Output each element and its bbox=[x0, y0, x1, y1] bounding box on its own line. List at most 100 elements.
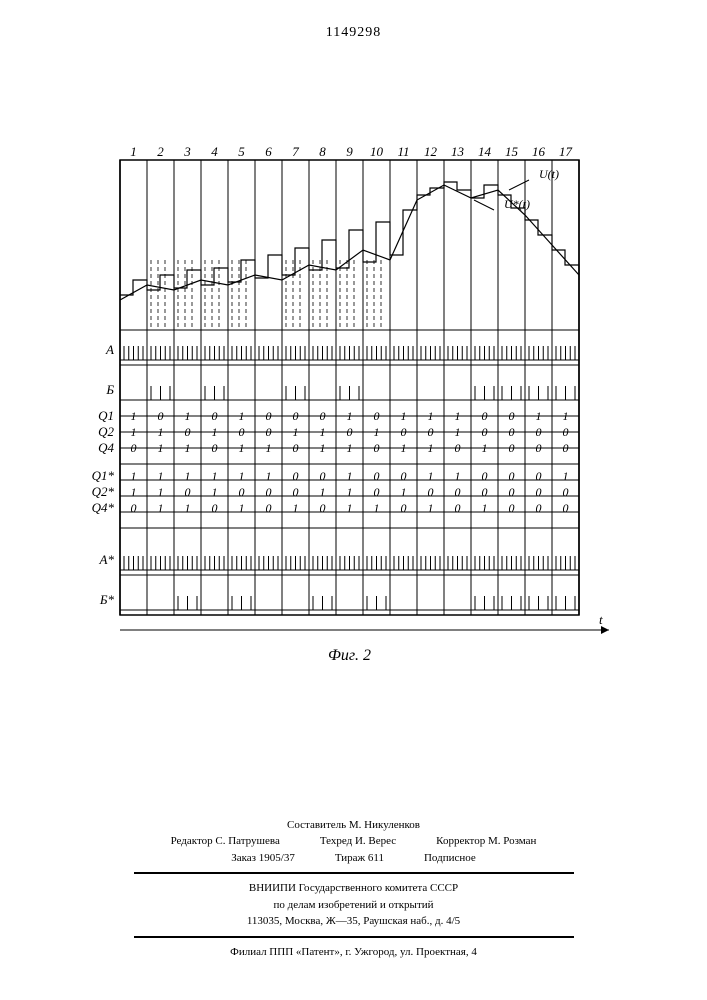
bit-cell: 1 bbox=[293, 425, 299, 439]
bit-cell: 0 bbox=[293, 485, 299, 499]
bit-cell: 1 bbox=[239, 469, 245, 483]
figure-caption: Фиг. 2 bbox=[328, 647, 371, 664]
bit-cell: 0 bbox=[239, 485, 245, 499]
bit-cell: 0 bbox=[131, 501, 137, 515]
footer-org2: по делам изобретений и открытий bbox=[0, 897, 707, 914]
bit-cell: 1 bbox=[428, 469, 434, 483]
footer: Составитель М. Никуленков Редактор С. Па… bbox=[0, 817, 707, 961]
bit-cell: 0 bbox=[536, 501, 542, 515]
bit-cell: 1 bbox=[401, 409, 407, 423]
bit-cell: 0 bbox=[158, 409, 164, 423]
col-label: 9 bbox=[346, 144, 353, 159]
bit-cell: 1 bbox=[158, 485, 164, 499]
bit-cell: 1 bbox=[374, 425, 380, 439]
col-label: 6 bbox=[265, 144, 272, 159]
figure-wrapper: 1234567891011121314151617U(t)U*(t)АБА*Б*… bbox=[90, 140, 620, 700]
bit-cell: 1 bbox=[212, 485, 218, 499]
bit-cell: 1 bbox=[185, 409, 191, 423]
bit-cell: 1 bbox=[563, 409, 569, 423]
bit-cell: 1 bbox=[428, 501, 434, 515]
bit-cell: 0 bbox=[401, 425, 407, 439]
bit-cell: 1 bbox=[347, 501, 353, 515]
bit-cell: 1 bbox=[266, 441, 272, 455]
footer-tech: Техред И. Верес bbox=[320, 833, 396, 850]
bit-cell: 0 bbox=[428, 425, 434, 439]
bit-cell: 0 bbox=[482, 469, 488, 483]
bit-cell: 1 bbox=[455, 425, 461, 439]
bit-cell: 1 bbox=[239, 441, 245, 455]
bit-cell: 1 bbox=[455, 409, 461, 423]
bit-label: Q2* bbox=[92, 484, 115, 499]
bit-cell: 1 bbox=[131, 485, 137, 499]
bit-cell: 1 bbox=[293, 501, 299, 515]
bit-cell: 1 bbox=[239, 501, 245, 515]
footer-editor: Редактор С. Патрушева bbox=[171, 833, 280, 850]
bit-cell: 0 bbox=[509, 441, 515, 455]
timing-diagram: 1234567891011121314151617U(t)U*(t)АБА*Б*… bbox=[90, 140, 620, 700]
bit-cell: 0 bbox=[266, 485, 272, 499]
bit-cell: 0 bbox=[374, 409, 380, 423]
bit-cell: 1 bbox=[347, 469, 353, 483]
footer-addr2: Филиал ППП «Патент», г. Ужгород, ул. Про… bbox=[0, 944, 707, 961]
bit-cell: 1 bbox=[185, 501, 191, 515]
bit-cell: 0 bbox=[212, 441, 218, 455]
bit-cell: 1 bbox=[401, 441, 407, 455]
bit-cell: 0 bbox=[293, 441, 299, 455]
bit-cell: 1 bbox=[266, 469, 272, 483]
col-label: 4 bbox=[211, 144, 218, 159]
bit-cell: 0 bbox=[185, 485, 191, 499]
bit-cell: 0 bbox=[401, 469, 407, 483]
col-label: 15 bbox=[505, 144, 519, 159]
bit-cell: 0 bbox=[536, 469, 542, 483]
col-label: 16 bbox=[532, 144, 546, 159]
bit-cell: 1 bbox=[536, 409, 542, 423]
bit-cell: 0 bbox=[563, 501, 569, 515]
track-label: Б* bbox=[99, 592, 115, 607]
bit-cell: 0 bbox=[563, 425, 569, 439]
bit-cell: 0 bbox=[266, 501, 272, 515]
bit-cell: 1 bbox=[212, 469, 218, 483]
bit-cell: 1 bbox=[428, 409, 434, 423]
bit-label: Q4* bbox=[92, 500, 115, 515]
footer-corrector: Корректор М. Розман bbox=[436, 833, 536, 850]
bit-cell: 0 bbox=[239, 425, 245, 439]
col-label: 12 bbox=[424, 144, 438, 159]
bit-cell: 1 bbox=[158, 441, 164, 455]
bit-cell: 1 bbox=[158, 425, 164, 439]
bit-cell: 0 bbox=[455, 501, 461, 515]
col-label: 10 bbox=[370, 144, 384, 159]
bit-cell: 1 bbox=[131, 409, 137, 423]
bit-cell: 1 bbox=[374, 501, 380, 515]
bit-cell: 1 bbox=[158, 469, 164, 483]
bit-cell: 0 bbox=[320, 501, 326, 515]
bit-cell: 0 bbox=[428, 485, 434, 499]
bit-cell: 0 bbox=[293, 409, 299, 423]
bit-cell: 1 bbox=[320, 425, 326, 439]
col-label: 17 bbox=[559, 144, 573, 159]
bit-cell: 0 bbox=[509, 485, 515, 499]
bit-cell: 1 bbox=[347, 485, 353, 499]
bit-cell: 0 bbox=[293, 469, 299, 483]
bit-cell: 0 bbox=[266, 425, 272, 439]
bit-cell: 1 bbox=[482, 501, 488, 515]
bit-cell: 1 bbox=[428, 441, 434, 455]
bit-cell: 1 bbox=[185, 441, 191, 455]
bit-cell: 0 bbox=[563, 485, 569, 499]
bit-cell: 1 bbox=[482, 441, 488, 455]
col-label: 1 bbox=[130, 144, 137, 159]
bit-cell: 0 bbox=[455, 441, 461, 455]
footer-order: Заказ 1905/37 bbox=[231, 850, 295, 867]
bit-cell: 1 bbox=[158, 501, 164, 515]
bit-cell: 0 bbox=[347, 425, 353, 439]
bit-cell: 1 bbox=[347, 441, 353, 455]
track-label: А bbox=[105, 342, 114, 357]
col-label: 14 bbox=[478, 144, 492, 159]
footer-subscr: Подписное bbox=[424, 850, 476, 867]
col-label: 13 bbox=[451, 144, 465, 159]
bit-label: Q1* bbox=[92, 468, 115, 483]
col-label: 11 bbox=[397, 144, 409, 159]
footer-org1: ВНИИПИ Государственного комитета СССР bbox=[0, 880, 707, 897]
track-label: Б bbox=[105, 382, 114, 397]
axis-t: t bbox=[599, 612, 603, 627]
bit-cell: 1 bbox=[455, 469, 461, 483]
